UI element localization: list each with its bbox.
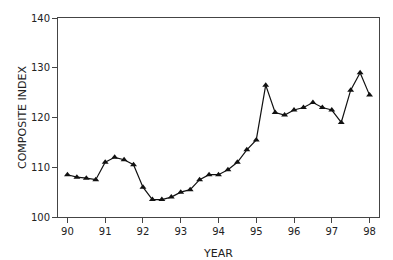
svg-text:130: 130 [31, 62, 50, 73]
svg-text:96: 96 [288, 226, 301, 237]
svg-text:100: 100 [31, 212, 50, 223]
svg-text:98: 98 [363, 226, 376, 237]
svg-text:94: 94 [212, 226, 225, 237]
svg-text:92: 92 [137, 226, 150, 237]
svg-text:120: 120 [31, 112, 50, 123]
svg-text:COMPOSITE INDEX: COMPOSITE INDEX [16, 66, 29, 169]
svg-text:110: 110 [31, 162, 50, 173]
svg-text:140: 140 [31, 13, 50, 24]
svg-text:97: 97 [325, 226, 338, 237]
svg-text:90: 90 [61, 226, 74, 237]
svg-text:YEAR: YEAR [203, 247, 233, 260]
svg-text:93: 93 [174, 226, 187, 237]
svg-text:95: 95 [250, 226, 263, 237]
svg-text:91: 91 [99, 226, 112, 237]
